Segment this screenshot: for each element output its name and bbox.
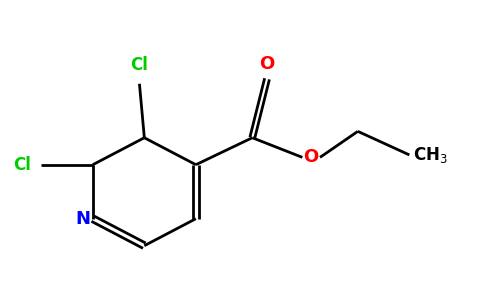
Text: O: O [259, 55, 274, 73]
Text: N: N [76, 210, 91, 228]
Text: CH$_3$: CH$_3$ [413, 145, 448, 165]
Text: Cl: Cl [131, 56, 149, 74]
Text: Cl: Cl [14, 156, 31, 174]
Text: O: O [303, 148, 319, 166]
